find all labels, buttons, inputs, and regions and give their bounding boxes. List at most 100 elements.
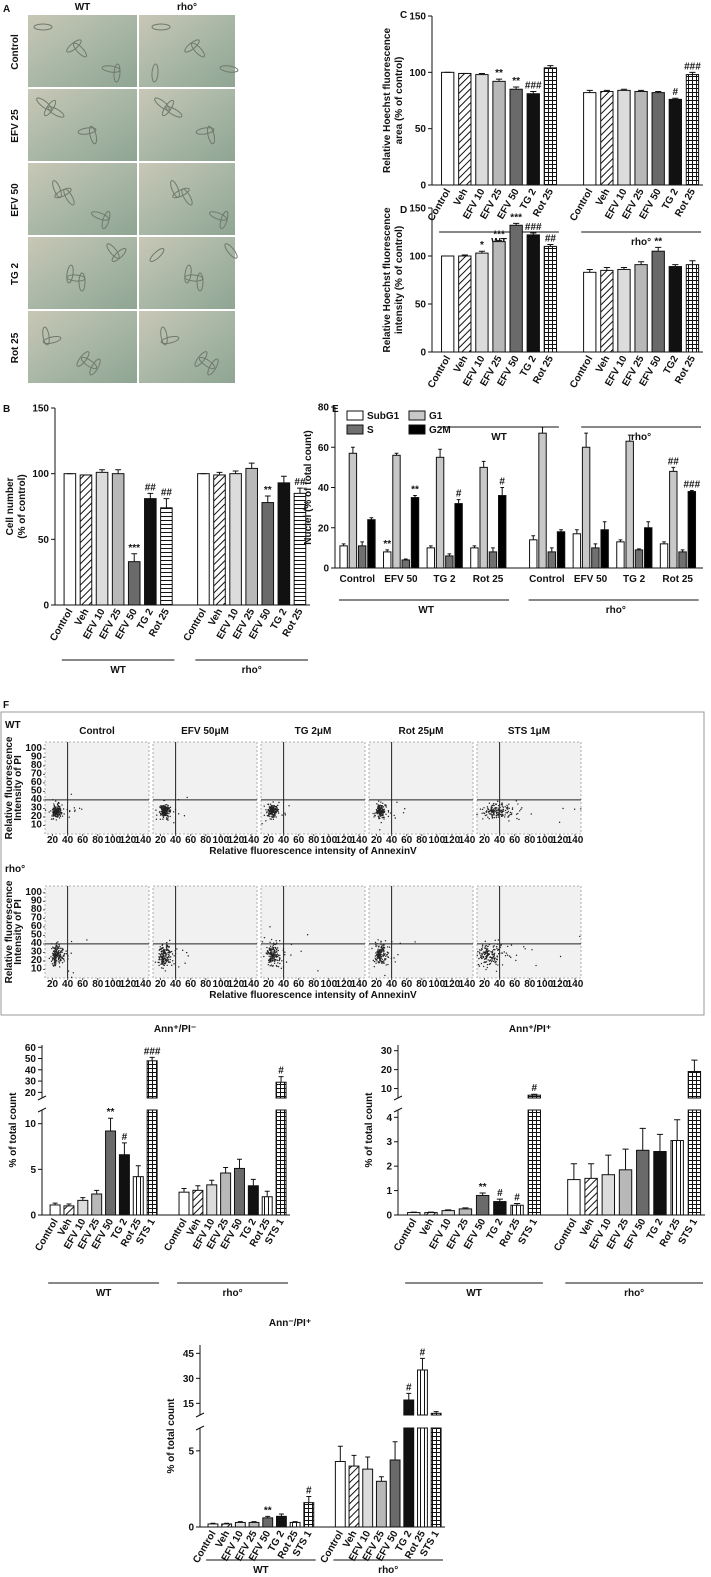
- micrograph: [28, 163, 137, 235]
- event-dot: [266, 815, 269, 817]
- bar: [644, 527, 653, 569]
- event-dot: [277, 965, 280, 968]
- cell-shape: [101, 65, 121, 73]
- event-dot: [481, 955, 483, 958]
- row-label: EFV 25: [10, 109, 21, 143]
- event-dot: [492, 810, 495, 812]
- bar: [685, 264, 700, 353]
- event-dot: [281, 814, 283, 816]
- event-dot: [54, 800, 57, 802]
- event-dot: [387, 952, 390, 954]
- error-bar: [638, 89, 645, 92]
- event-dot: [476, 954, 478, 957]
- bar: [538, 432, 547, 569]
- significance-label: ##: [545, 233, 557, 244]
- event-dot: [168, 946, 170, 948]
- event-dot: [499, 806, 501, 809]
- error-bar: [530, 232, 537, 235]
- event-dot: [382, 808, 384, 811]
- event-dot: [378, 805, 381, 808]
- panel-letter: F: [3, 700, 9, 711]
- y-tick-label: 60: [25, 1043, 37, 1054]
- bar: [417, 1427, 428, 1528]
- event-dot: [378, 945, 380, 947]
- event-dot: [501, 814, 503, 816]
- event-dot: [163, 957, 166, 960]
- event-dot: [380, 956, 383, 958]
- bar: [653, 1151, 667, 1216]
- event-dot: [164, 970, 167, 972]
- event-dot: [382, 812, 384, 815]
- event-dot: [484, 814, 487, 817]
- event-dot: [269, 810, 271, 813]
- event-dot: [402, 812, 405, 814]
- event-dot: [54, 964, 57, 967]
- cell-shape: [89, 358, 101, 376]
- event-dot: [57, 801, 60, 804]
- event-dot: [488, 818, 490, 820]
- error-bar: [52, 1202, 58, 1205]
- event-dot: [386, 953, 389, 956]
- event-dot: [162, 813, 164, 815]
- event-dot: [497, 814, 499, 816]
- event-dot: [493, 816, 495, 819]
- error-bar: [646, 521, 651, 528]
- event-dot: [61, 950, 63, 952]
- event-dot: [496, 800, 499, 803]
- event-dot: [165, 955, 167, 957]
- event-dot: [376, 954, 378, 956]
- y-tick-label: 40: [31, 938, 43, 949]
- y-axis-label: Relative fluorescence: [4, 880, 15, 983]
- event-dot: [506, 807, 508, 810]
- event-dot: [379, 958, 381, 960]
- event-dot: [70, 976, 73, 979]
- cell-shape: [172, 187, 190, 199]
- bar: [192, 1189, 204, 1216]
- cell-shape: [78, 272, 86, 292]
- event-dot: [275, 959, 277, 961]
- event-dot: [379, 956, 381, 959]
- event-dot: [270, 950, 272, 952]
- event-dot: [378, 949, 381, 951]
- x-tick-label: 120: [120, 835, 137, 846]
- event-dot: [490, 809, 492, 812]
- event-dot: [378, 955, 380, 957]
- event-dot: [67, 970, 70, 972]
- bar: [357, 545, 367, 569]
- cell-shape: [224, 243, 238, 259]
- event-dot: [486, 952, 488, 954]
- y-tick-label: 80: [31, 904, 43, 915]
- bar: [547, 551, 556, 569]
- event-dot: [494, 939, 496, 942]
- event-dot: [530, 813, 532, 815]
- event-dot: [380, 801, 382, 803]
- event-dot: [501, 803, 503, 806]
- event-dot: [63, 952, 66, 955]
- x-tick-label: Control: [48, 607, 75, 643]
- bar: [454, 503, 463, 569]
- event-dot: [173, 822, 175, 824]
- cell-shape: [195, 127, 215, 135]
- error-bar: [479, 1192, 486, 1196]
- event-dot: [174, 950, 177, 952]
- error-bar: [248, 462, 255, 469]
- event-dot: [506, 954, 509, 956]
- error-bar: [278, 1513, 284, 1517]
- event-dot: [497, 816, 500, 818]
- y-axis-label: Intensity of PI: [13, 899, 24, 965]
- event-dot: [381, 817, 383, 819]
- event-dot: [382, 948, 385, 951]
- event-dot: [503, 951, 505, 953]
- event-dot: [282, 966, 285, 968]
- cell-shape: [190, 42, 206, 58]
- event-dot: [499, 813, 502, 816]
- micrograph: [139, 311, 235, 383]
- event-dot: [505, 952, 508, 954]
- bar: [470, 547, 479, 569]
- y-tick-label: 30: [381, 1046, 393, 1057]
- event-dot: [492, 809, 494, 811]
- bar: [383, 551, 392, 569]
- event-dot: [154, 961, 157, 963]
- event-dot: [263, 805, 265, 807]
- event-dot: [516, 817, 518, 820]
